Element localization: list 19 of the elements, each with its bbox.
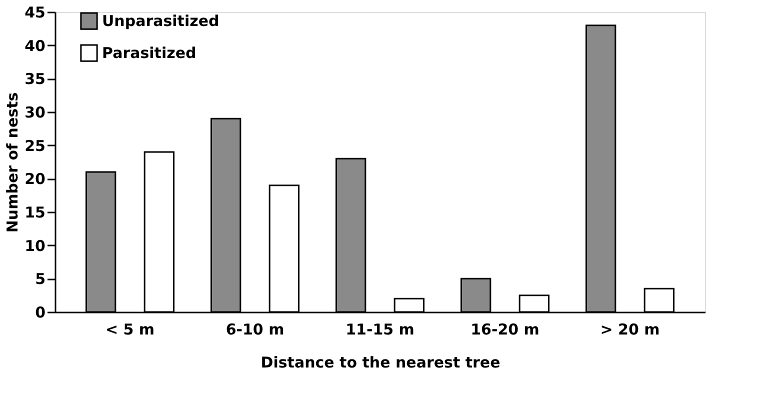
legend-label: Unparasitized	[102, 12, 220, 30]
legend-label: Parasitized	[102, 44, 196, 62]
y-tick-label: 0	[35, 304, 46, 322]
y-tick-label: 5	[35, 270, 46, 288]
y-tick-label: 30	[24, 104, 46, 122]
y-tick-label: 10	[24, 236, 46, 255]
y-tick-label: 20	[24, 170, 46, 188]
x-tick-label: > 20 m	[600, 320, 660, 338]
x-tick-label: 6-10 m	[226, 320, 284, 338]
x-axis-title: Distance to the nearest tree	[260, 354, 500, 372]
x-tick-label: < 5 m	[105, 320, 155, 338]
x-tick-label: 11-15 m	[346, 320, 414, 338]
y-tick-label: 45	[24, 4, 46, 22]
y-tick-label: 35	[24, 70, 46, 88]
y-tick-label: 40	[24, 36, 46, 55]
y-tick-label: 25	[24, 136, 46, 155]
y-axis-title: Number of nests	[4, 92, 22, 233]
x-tick-label: 16-20 m	[470, 320, 540, 338]
y-tick-label: 15	[24, 204, 46, 222]
